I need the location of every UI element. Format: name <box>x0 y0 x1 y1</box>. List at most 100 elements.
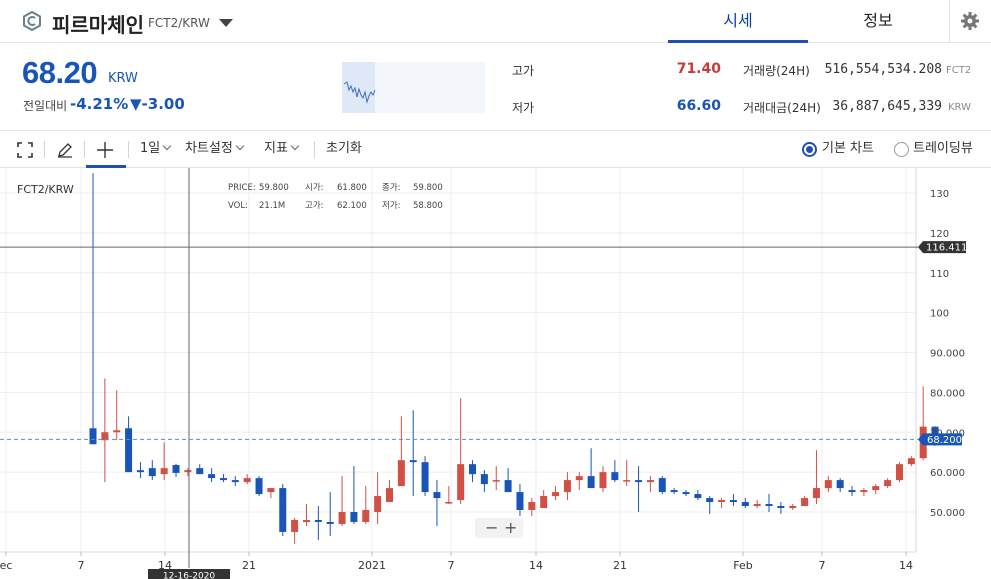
candle-body <box>623 480 631 482</box>
candle-body <box>753 504 761 507</box>
candle-body <box>338 512 346 524</box>
candles <box>89 173 939 544</box>
time-tick-label: Feb <box>733 559 752 572</box>
info-price-label: PRICE: <box>228 183 256 193</box>
time-tick-label: 21 <box>242 559 256 572</box>
candle-body <box>646 480 654 483</box>
zoom-controls: − + <box>475 518 523 538</box>
candlestick-chart[interactable]: 13012011010090.00080.00070.00060.00050.0… <box>0 168 991 579</box>
price-tick-label: 110 <box>930 269 949 280</box>
crosshair-date-label: 12-16-2020 <box>163 572 216 579</box>
current-price: 68.20 <box>22 55 98 90</box>
crosshair-icon[interactable] <box>96 141 114 159</box>
interval-label: 1일 <box>140 141 161 156</box>
candle-body <box>587 476 595 489</box>
current-price-tag-label: 68.200 <box>927 435 962 446</box>
price-tick-label: 80.000 <box>930 388 965 399</box>
volume-label: 거래량(24H) <box>743 64 810 78</box>
candle-body <box>492 480 500 482</box>
candle-body <box>160 468 168 475</box>
change-label: 전일대비 <box>23 99 68 113</box>
info-low-label: 저가: <box>382 201 401 211</box>
candle-body <box>670 490 678 493</box>
chart-settings-menu[interactable]: 차트설정 <box>185 131 245 168</box>
interval-select[interactable]: 1일 <box>140 131 172 168</box>
chevron-down-icon <box>290 141 300 151</box>
info-open-label: 시가: <box>305 183 324 193</box>
candle-body <box>101 432 109 441</box>
candle-body <box>575 476 583 481</box>
gear-icon[interactable] <box>960 11 980 31</box>
candle-body <box>907 458 915 465</box>
fullscreen-icon[interactable] <box>17 142 33 158</box>
candle-body <box>184 470 192 473</box>
crosshair-date-tag <box>148 569 230 579</box>
info-vol-value: 21.1M <box>259 201 285 211</box>
candle-body <box>208 474 216 479</box>
candle-body <box>777 506 785 509</box>
zoom-out-button[interactable]: − <box>485 518 498 537</box>
time-tick-label: 7 <box>819 559 826 572</box>
basic-chart-radio[interactable] <box>802 142 817 157</box>
price-tick-label: 60.000 <box>930 468 965 479</box>
candle-body <box>469 464 477 475</box>
zoom-in-button[interactable]: + <box>504 518 517 537</box>
candle-body <box>362 510 370 522</box>
pencil-icon[interactable] <box>56 141 74 159</box>
candle-body <box>136 470 144 473</box>
candle-body <box>552 492 560 497</box>
candle-body <box>516 492 524 511</box>
candle-body <box>350 512 358 522</box>
volume-value: 516,554,534.208 <box>824 62 942 77</box>
candle-body <box>172 464 180 473</box>
candle-body <box>872 486 880 491</box>
candle-body <box>291 519 299 532</box>
high-label: 고가 <box>512 64 535 78</box>
tradingview-radio[interactable] <box>894 142 909 157</box>
header-divider <box>949 0 950 43</box>
candle-body <box>445 502 453 504</box>
tab-info[interactable]: 정보 <box>863 11 893 30</box>
candle-body <box>326 521 334 524</box>
info-vol-label: VOL: <box>228 201 248 211</box>
candle-body <box>89 428 97 445</box>
time-tick-label: 7 <box>78 559 85 572</box>
candle-body <box>635 480 643 483</box>
crosshair-price-tag: 116.411 <box>918 241 967 254</box>
reset-button[interactable]: 초기화 <box>326 141 362 156</box>
price-axis: 13012011010090.00080.00070.00060.00050.0… <box>930 189 965 519</box>
candle-body <box>836 480 844 489</box>
toolbar-divider <box>44 141 45 158</box>
coin-dropdown-icon[interactable] <box>219 19 233 27</box>
candle-body <box>196 468 204 475</box>
indicators-menu[interactable]: 지표 <box>264 131 300 168</box>
coin-pair: FCT2/KRW <box>148 16 210 30</box>
info-open-value: 61.800 <box>337 183 367 193</box>
candle-body <box>504 480 512 493</box>
tab-price[interactable]: 시세 <box>668 0 808 43</box>
candle-body <box>302 519 310 522</box>
basic-chart-label[interactable]: 기본 차트 <box>822 141 874 156</box>
candle-body <box>409 460 417 463</box>
price-tick-label: 50.000 <box>930 508 965 519</box>
ohlc-info: PRICE: 59.800 시가: 61.800 종가: 59.800 VOL:… <box>228 183 443 211</box>
amount-value: 36,887,645,339 <box>832 99 942 114</box>
time-tick-label: 14 <box>529 559 543 572</box>
info-price-value: 59.800 <box>259 183 289 193</box>
info-close-label: 종가: <box>382 183 401 193</box>
time-tick-label: 14 <box>158 559 172 572</box>
coin-logo-icon <box>23 11 41 31</box>
price-tick-label: 90.000 <box>930 349 965 360</box>
tradingview-label[interactable]: 트레이딩뷰 <box>913 141 973 156</box>
candle-body <box>812 488 820 499</box>
amount-unit: KRW <box>948 102 971 113</box>
candle-body <box>801 498 809 507</box>
candle-body <box>113 430 121 433</box>
chevron-down-icon <box>235 141 245 151</box>
mini-price-chart <box>342 62 485 113</box>
chart-toolbar: 1일 차트설정 지표 초기화 기본 차트 트레이딩뷰 <box>0 131 991 168</box>
high-value: 71.40 <box>676 61 721 77</box>
candle-body <box>314 519 322 522</box>
indicators-label: 지표 <box>264 141 288 156</box>
candle-body <box>611 472 619 481</box>
